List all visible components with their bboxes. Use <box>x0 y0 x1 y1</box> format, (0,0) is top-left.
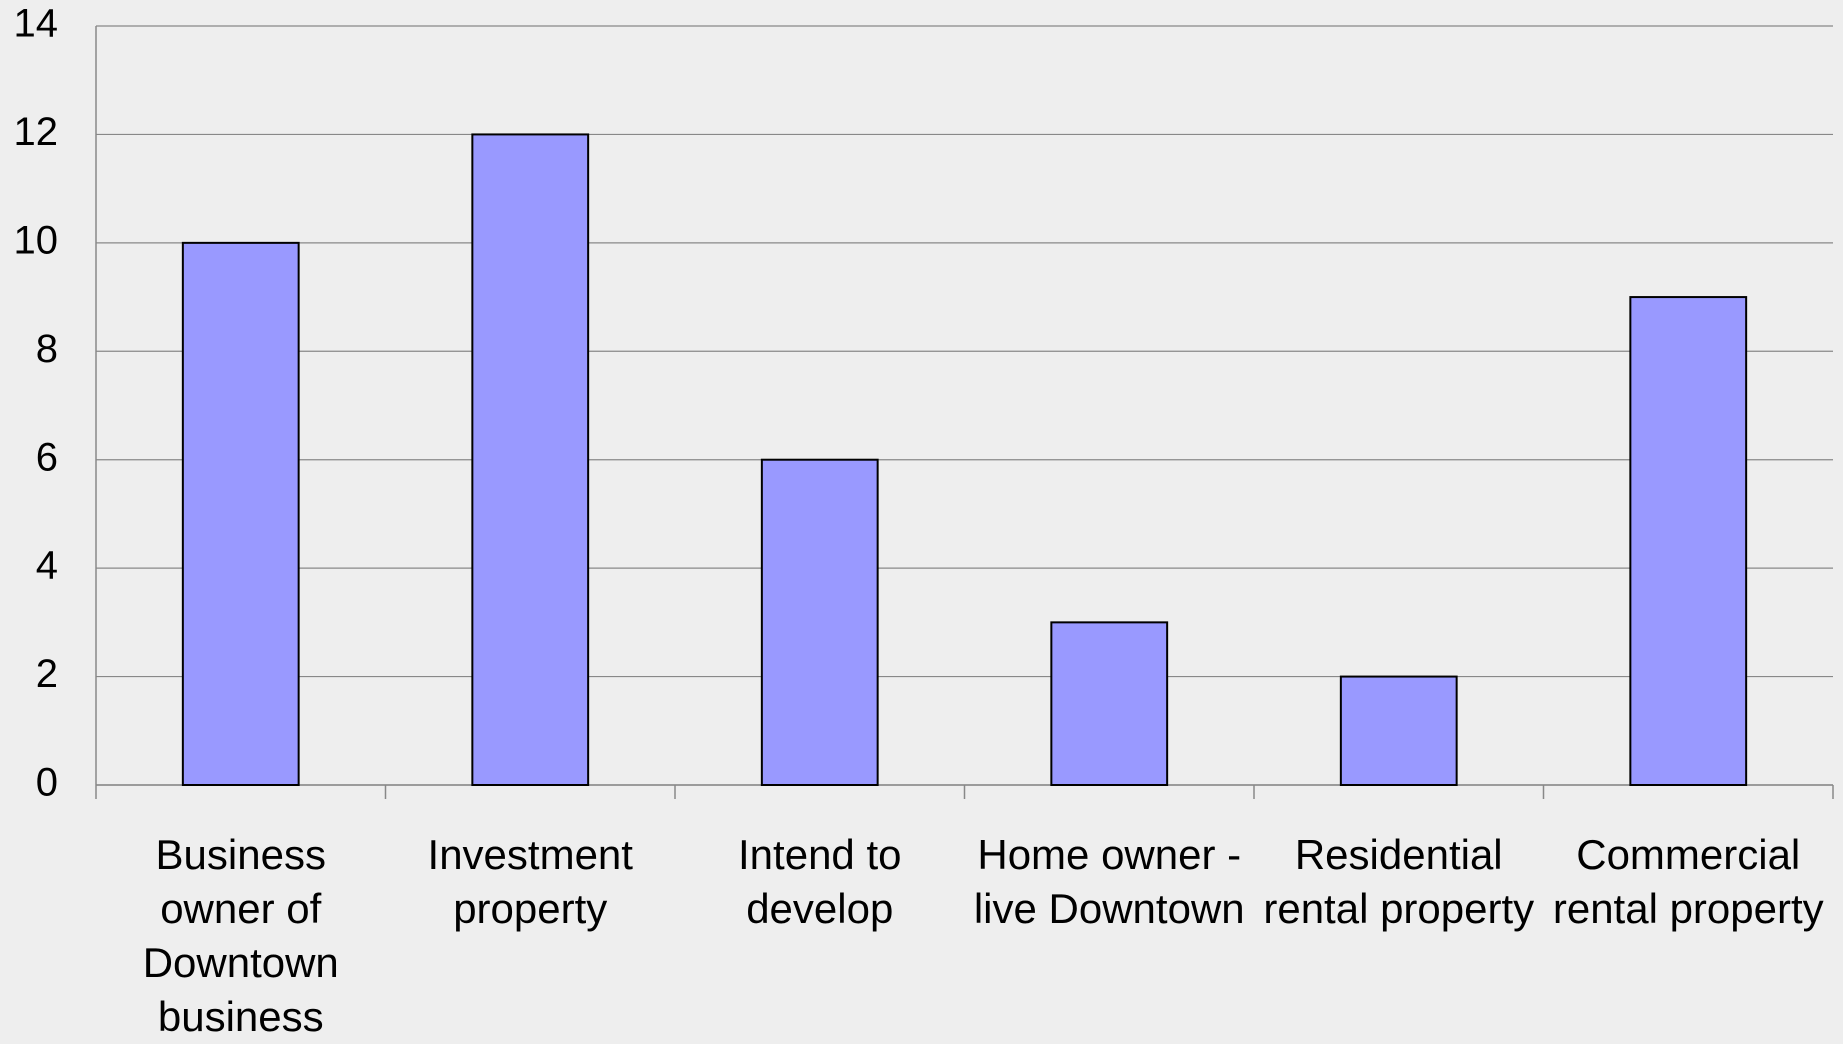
y-tick-label: 8 <box>36 327 58 371</box>
x-tick-label: Investment property <box>427 831 633 932</box>
bar <box>1339 675 1458 786</box>
y-tick-label: 12 <box>14 110 59 154</box>
x-tick-label: Home owner - live Downtown <box>973 831 1245 932</box>
y-tick-label: 0 <box>36 761 58 805</box>
y-tick-label: 2 <box>36 652 58 696</box>
bar <box>1050 621 1169 786</box>
y-tick-label: 14 <box>14 2 59 46</box>
x-tick-label: Business owner of Downtown business <box>142 831 339 1040</box>
x-tick-label: Commercial rental property <box>1552 831 1824 932</box>
y-tick-label: 10 <box>14 218 59 262</box>
y-tick-label: 6 <box>36 435 58 479</box>
x-tick-label: Residential rental property <box>1263 831 1535 932</box>
bar <box>471 133 590 786</box>
bar <box>1629 296 1748 786</box>
x-tick-label: Intend to develop <box>738 831 902 932</box>
bar <box>181 241 300 787</box>
y-tick-label: 4 <box>36 544 58 588</box>
bar <box>760 458 879 786</box>
